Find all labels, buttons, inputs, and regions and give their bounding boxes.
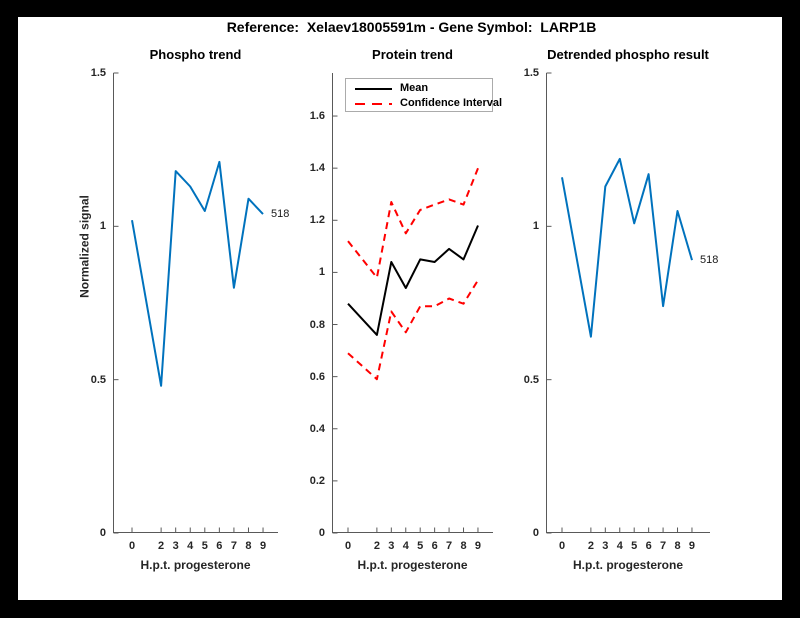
x-tick-label: 8 — [245, 540, 252, 552]
x-tick-label: 0 — [344, 540, 352, 552]
y-tick-label: 1.5 — [523, 66, 539, 79]
x-tick-label: 4 — [187, 540, 194, 552]
plot-area-3 — [546, 72, 710, 534]
x-tick-label: 3 — [388, 540, 395, 552]
y-tick-label: 1 — [99, 220, 106, 233]
x-tick-label: 6 — [645, 540, 652, 552]
x-tick-label: 8 — [460, 540, 467, 552]
x-tick-label: 0 — [128, 540, 136, 552]
y-tick-label: 0.6 — [309, 370, 325, 383]
x-tick-label: 2 — [158, 540, 165, 552]
x-tick-label: 0 — [558, 540, 566, 552]
x-tick-label: 9 — [259, 540, 267, 552]
y-axis-label: Normalized signal — [77, 195, 92, 298]
chart-title-detrended-phospho: Detrended phospho result — [547, 47, 709, 62]
y-tick-label: 1 — [532, 220, 539, 233]
legend-label-mean: Mean — [400, 82, 429, 94]
x-tick-label: 7 — [660, 540, 667, 552]
x-tick-label: 7 — [446, 540, 453, 552]
x-axis-label-1: H.p.t. progesterone — [140, 558, 251, 572]
y-tick-label: 0.8 — [309, 318, 325, 331]
y-tick-label: 0 — [532, 527, 539, 539]
x-tick-label: 5 — [201, 540, 208, 552]
legend-label-confidence-interval: Confidence Interval — [400, 97, 503, 109]
series-line-confidence-interval-lower — [347, 279, 479, 381]
ci-dashed-swatch-icon — [355, 103, 392, 105]
legend-entry-mean: Mean — [346, 81, 492, 96]
x-tick-label: 2 — [587, 540, 594, 552]
x-tick-label: 7 — [230, 540, 237, 552]
x-tick-label: 6 — [216, 540, 223, 552]
x-tick-label: 3 — [172, 540, 179, 552]
y-tick-label: 0 — [99, 527, 106, 539]
x-tick-label: 9 — [688, 540, 696, 552]
x-tick-label: 5 — [417, 540, 424, 552]
x-axis-label-3: H.p.t. progesterone — [572, 558, 683, 572]
series-line-confidence-interval-upper — [347, 167, 479, 279]
mean-line-swatch-icon — [355, 88, 392, 90]
y-tick-label: 0.4 — [309, 422, 325, 435]
plot-area-2 — [332, 73, 493, 534]
x-tick-label: 2 — [373, 540, 380, 552]
y-tick-label: 1.4 — [309, 162, 325, 175]
y-tick-label: 1 — [318, 266, 325, 279]
y-tick-label: 0.5 — [523, 373, 539, 386]
y-tick-label: 1.5 — [90, 66, 106, 79]
x-tick-label: 6 — [431, 540, 438, 552]
chart-title-protein-trend: Protein trend — [372, 47, 453, 62]
chart-title-phospho-trend: Phospho trend — [149, 47, 242, 62]
x-tick-label: 8 — [674, 540, 681, 552]
legend-entry-confidence-interval: Confidence Interval — [346, 96, 502, 111]
figure-canvas: Reference: Xelaev18005591m - Gene Symbol… — [18, 17, 782, 600]
x-tick-label: 3 — [602, 540, 609, 552]
y-tick-label: 1.6 — [309, 110, 325, 123]
series-line-mean — [347, 225, 479, 336]
x-axis-label-2: H.p.t. progesterone — [357, 558, 468, 572]
x-tick-label: 4 — [402, 540, 409, 552]
figure-title: Reference: Xelaev18005591m - Gene Symbol… — [226, 19, 597, 35]
series-end-label: 518 — [699, 254, 719, 267]
series-line-phospho-signal — [131, 160, 264, 387]
x-tick-label: 4 — [616, 540, 623, 552]
plot-area-1 — [113, 72, 278, 534]
legend-box: Mean Confidence Interval — [345, 78, 502, 112]
series-end-label: 518 — [271, 208, 290, 221]
y-tick-label: 0.2 — [309, 474, 325, 487]
y-tick-label: 0.5 — [90, 373, 106, 386]
x-tick-label: 5 — [631, 540, 638, 552]
x-tick-label: 9 — [474, 540, 482, 552]
y-tick-label: 1.2 — [309, 214, 325, 227]
y-tick-label: 0 — [318, 527, 325, 539]
series-line-detrended-phospho — [561, 157, 693, 338]
